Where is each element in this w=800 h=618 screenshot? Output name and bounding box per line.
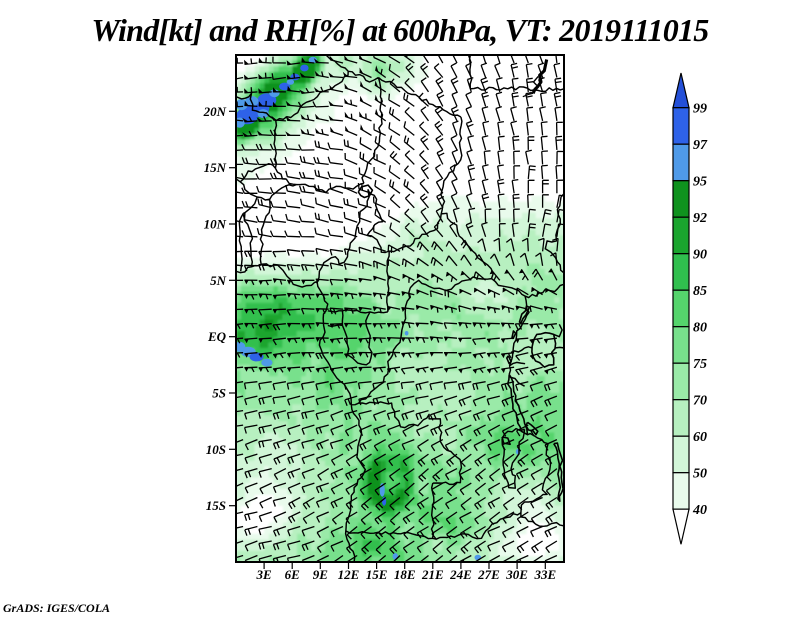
svg-text:85: 85 (693, 284, 707, 299)
svg-text:80: 80 (693, 321, 707, 336)
svg-text:10S: 10S (206, 442, 226, 457)
svg-text:15N: 15N (204, 160, 227, 175)
svg-text:EQ: EQ (207, 329, 227, 344)
svg-text:40: 40 (692, 503, 707, 518)
svg-text:70: 70 (693, 394, 707, 409)
svg-text:60: 60 (693, 430, 707, 445)
svg-text:18E: 18E (394, 567, 416, 582)
svg-text:5S: 5S (212, 386, 226, 401)
svg-text:21E: 21E (421, 567, 444, 582)
svg-text:75: 75 (693, 357, 707, 372)
svg-text:15E: 15E (366, 567, 388, 582)
svg-text:24E: 24E (449, 567, 472, 582)
svg-text:20N: 20N (203, 104, 227, 119)
svg-text:3E: 3E (256, 567, 273, 582)
svg-text:90: 90 (693, 248, 707, 263)
svg-text:30E: 30E (505, 567, 528, 582)
svg-text:27E: 27E (477, 567, 500, 582)
svg-text:9E: 9E (313, 567, 329, 582)
svg-text:12E: 12E (338, 567, 360, 582)
svg-text:99: 99 (693, 102, 707, 117)
svg-text:6E: 6E (285, 567, 301, 582)
svg-text:92: 92 (693, 211, 707, 226)
svg-text:95: 95 (693, 175, 707, 190)
svg-text:33E: 33E (533, 567, 556, 582)
svg-text:10N: 10N (204, 217, 227, 232)
svg-text:15S: 15S (206, 498, 226, 513)
svg-text:5N: 5N (210, 273, 227, 288)
svg-text:GrADS: IGES/COLA: GrADS: IGES/COLA (3, 601, 110, 615)
svg-text:Wind[kt] and RH[%] at 600hPa,: Wind[kt] and RH[%] at 600hPa, VT: 201911… (91, 12, 709, 48)
svg-text:50: 50 (693, 467, 707, 482)
svg-text:97: 97 (693, 138, 708, 153)
